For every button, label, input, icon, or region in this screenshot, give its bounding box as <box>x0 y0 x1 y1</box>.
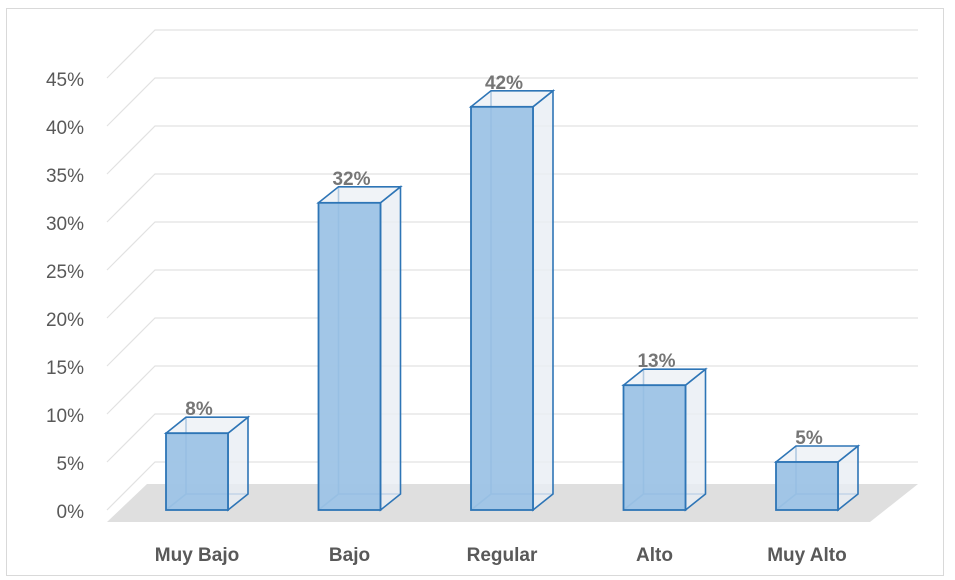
y-tick-label: 10% <box>46 406 84 427</box>
y-tick-label: 15% <box>46 358 84 379</box>
y-axis-ticks: 0% 5% 10% 15% 20% 25% 30% 35% 40% 45% <box>46 70 84 523</box>
data-label: 32% <box>332 169 370 190</box>
bar <box>468 89 556 512</box>
bar <box>316 185 403 512</box>
gridline <box>106 77 918 127</box>
bar-side-face <box>532 89 554 512</box>
bar-front-face <box>317 201 382 511</box>
gridline <box>106 173 918 223</box>
gridline <box>106 125 918 175</box>
y-tick-label: 25% <box>46 262 84 283</box>
data-label: 5% <box>795 428 823 449</box>
bar-front-face <box>165 432 229 511</box>
x-category-label: Muy Alto <box>767 545 847 566</box>
y-tick-label: 45% <box>46 70 84 91</box>
data-label: 13% <box>637 351 675 372</box>
x-axis-categories: Muy Bajo Bajo Regular Alto Muy Alto <box>155 545 847 566</box>
gridline <box>106 221 918 271</box>
bar <box>621 367 708 512</box>
gridline <box>106 365 918 415</box>
bar <box>163 415 251 512</box>
x-category-label: Alto <box>636 545 673 566</box>
data-label: 8% <box>185 399 213 420</box>
bar-front-face <box>470 105 534 511</box>
bar <box>773 444 861 512</box>
data-label: 42% <box>485 73 523 94</box>
bars <box>163 89 861 512</box>
data-labels: 8% 32% 42% 13% 5% <box>185 73 823 449</box>
y-tick-label: 30% <box>46 214 84 235</box>
y-tick-label: 0% <box>57 502 85 523</box>
y-tick-label: 35% <box>46 166 84 187</box>
gridline <box>106 269 918 319</box>
x-category-label: Muy Bajo <box>155 545 239 566</box>
bar-side-face <box>684 367 707 512</box>
y-tick-label: 5% <box>57 454 85 475</box>
y-tick-label: 20% <box>46 310 84 331</box>
bar-front-face <box>775 461 839 511</box>
y-tick-label: 40% <box>46 118 84 139</box>
x-category-label: Regular <box>467 545 538 566</box>
gridline <box>106 29 918 79</box>
gridline <box>106 317 918 367</box>
bar-side-face <box>379 185 402 512</box>
x-category-label: Bajo <box>329 545 370 566</box>
bar-front-face <box>622 384 687 511</box>
